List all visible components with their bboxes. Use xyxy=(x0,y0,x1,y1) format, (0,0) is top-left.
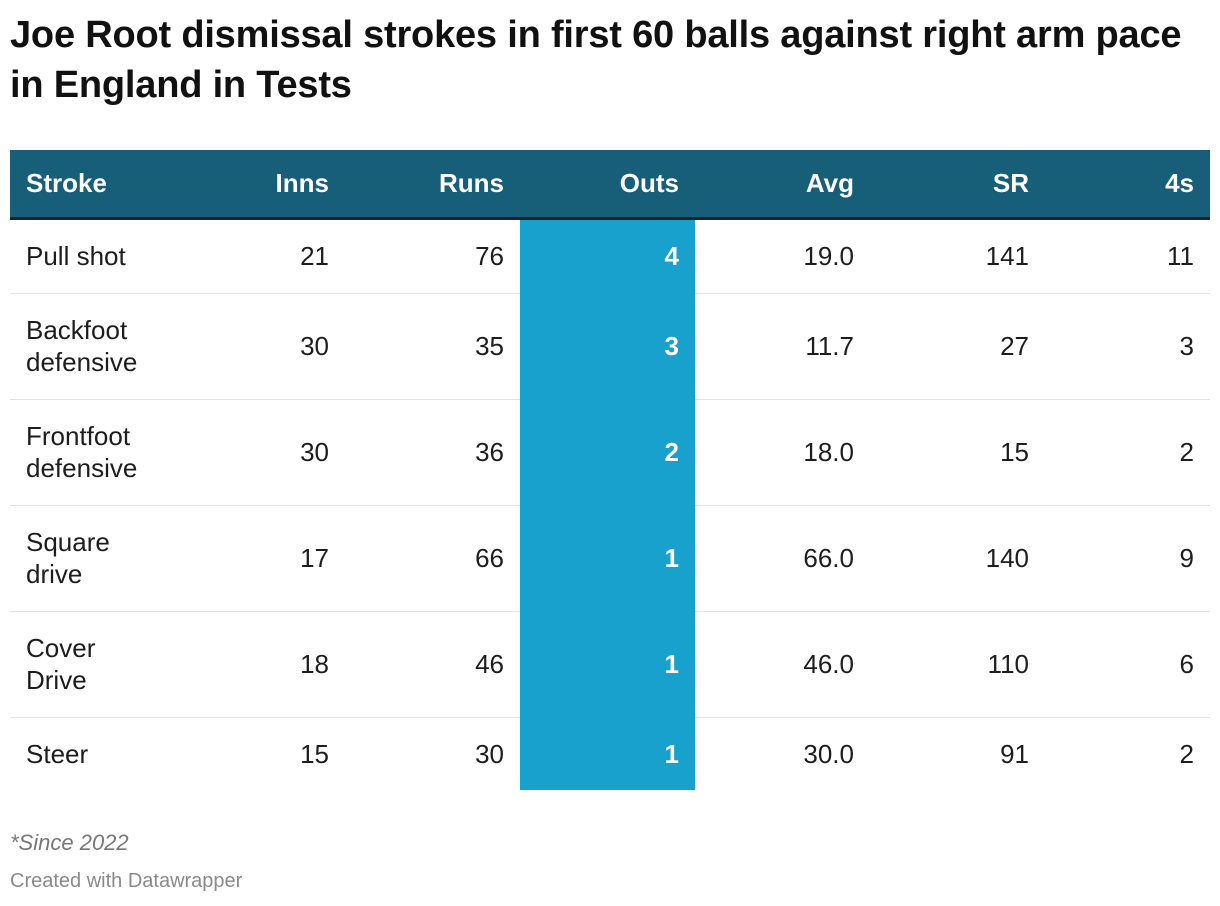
stroke-label: Steer xyxy=(26,738,89,769)
cell-avg: 19.0 xyxy=(695,218,870,294)
chart-title: Joe Root dismissal strokes in first 60 b… xyxy=(10,14,1182,106)
column-header-stroke[interactable]: Stroke xyxy=(10,150,170,220)
stroke-label: Square drive xyxy=(26,527,110,589)
cell-avg: 11.7 xyxy=(695,293,870,400)
cell-stroke: Square drive xyxy=(10,505,170,612)
cell-outs: 1 xyxy=(520,611,695,718)
cell-inns: 30 xyxy=(170,293,345,400)
cell-fours: 2 xyxy=(1179,738,1194,769)
cell-runs: 76 xyxy=(345,218,520,294)
cell-stroke: Cover Drive xyxy=(10,611,170,718)
cell-sr: 91 xyxy=(1000,738,1029,769)
cell-stroke: Pull shot xyxy=(10,218,170,294)
cell-avg: 18.0 xyxy=(695,399,870,506)
cell-fours: 6 xyxy=(1045,611,1210,718)
cell-sr: 27 xyxy=(870,293,1045,400)
cell-fours: 3 xyxy=(1045,293,1210,400)
cell-stroke: Steer xyxy=(10,717,170,790)
cell-inns: 17 xyxy=(170,505,345,612)
stats-table-container: Stroke Inns Runs Outs Avg SR 4s Pull sho… xyxy=(10,150,1210,790)
column-header-inns[interactable]: Inns xyxy=(170,150,345,220)
cell-sr: 110 xyxy=(870,611,1045,718)
stats-table: Stroke Inns Runs Outs Avg SR 4s Pull sho… xyxy=(10,150,1210,790)
cell-runs: 30 xyxy=(475,738,504,769)
cell-fours: 9 xyxy=(1045,505,1210,612)
cell-inns: 30 xyxy=(170,399,345,506)
cell-sr: 141 xyxy=(870,218,1045,294)
cell-runs: 35 xyxy=(345,293,520,400)
table-header-row: Stroke Inns Runs Outs Avg SR 4s xyxy=(10,150,1210,220)
cell-fours: 11 xyxy=(1045,218,1210,294)
cell-inns: 15 xyxy=(300,738,329,769)
cell-inns: 21 xyxy=(170,218,345,294)
column-header-runs[interactable]: Runs xyxy=(345,150,520,220)
cell-stroke: Frontfoot defensive xyxy=(10,399,170,506)
cell-inns: 18 xyxy=(170,611,345,718)
column-header-fours[interactable]: 4s xyxy=(1045,150,1210,220)
cell-outs: 1 xyxy=(520,505,695,612)
column-header-sr[interactable]: SR xyxy=(870,150,1045,220)
cell-outs: 2 xyxy=(520,399,695,506)
cell-sr: 140 xyxy=(870,505,1045,612)
cell-fours: 2 xyxy=(1045,399,1210,506)
cell-runs: 36 xyxy=(345,399,520,506)
column-header-outs[interactable]: Outs xyxy=(520,150,695,220)
footnote: *Since 2022 xyxy=(10,830,129,855)
table-row: Steer 15 30 1 30.0 91 2 xyxy=(10,717,1210,790)
cell-sr: 15 xyxy=(870,399,1045,506)
table-row: Frontfoot defensive 30 36 2 18.0 15 2 xyxy=(10,399,1210,506)
stroke-label: Cover Drive xyxy=(26,633,96,695)
table-row: Cover Drive 18 46 1 46.0 110 6 xyxy=(10,611,1210,718)
cell-stroke: Backfoot defensive xyxy=(10,293,170,400)
table-row: Backfoot defensive 30 35 3 11.7 27 3 xyxy=(10,293,1210,400)
cell-outs: 4 xyxy=(520,218,695,294)
cell-avg: 30.0 xyxy=(803,738,854,769)
stroke-label: Backfoot defensive xyxy=(26,315,138,377)
table-row: Square drive 17 66 1 66.0 140 9 xyxy=(10,505,1210,612)
credit-link[interactable]: Created with Datawrapper xyxy=(10,870,243,892)
cell-runs: 46 xyxy=(345,611,520,718)
cell-avg: 46.0 xyxy=(695,611,870,718)
stroke-label: Pull shot xyxy=(26,241,126,271)
cell-outs: 3 xyxy=(520,293,695,400)
table-row: Pull shot 21 76 4 19.0 141 11 xyxy=(10,218,1210,294)
column-header-avg[interactable]: Avg xyxy=(695,150,870,220)
stroke-label: Frontfoot defensive xyxy=(26,421,138,483)
cell-outs: 1 xyxy=(520,717,695,790)
cell-avg: 66.0 xyxy=(695,505,870,612)
cell-runs: 66 xyxy=(345,505,520,612)
